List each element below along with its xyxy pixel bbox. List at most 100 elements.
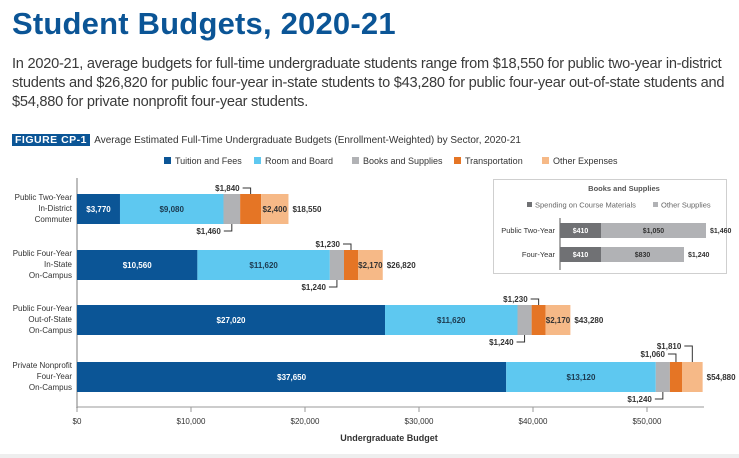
data-label-transportation: $1,060 <box>640 350 665 359</box>
inset-bar-segment-course_materials <box>560 223 601 238</box>
bar-segment-tuition <box>77 194 120 224</box>
legend-swatch-transportation <box>454 157 461 164</box>
inset-data-label-other_supplies: $1,050 <box>643 228 665 235</box>
inset-bar-segment-course_materials <box>560 247 601 262</box>
leader-line-books <box>328 280 338 288</box>
bar-segment-other <box>358 250 383 280</box>
leader-line-transportation <box>242 187 252 194</box>
leader-line-books <box>223 224 233 232</box>
data-label-books: $1,460 <box>196 227 221 236</box>
bar-segment-tuition <box>77 362 507 392</box>
axes: $0 $10,000 $20,000 $30,000 $40,000 $50,000 Und… <box>73 178 704 443</box>
category-label: Private Nonprofit <box>12 361 72 370</box>
legend-label-books: Books and Supplies <box>363 156 443 166</box>
page-description: In 2020-21, average budgets for full-tim… <box>12 56 725 110</box>
data-label-total: $54,880 <box>707 373 736 382</box>
leader-line-transportation <box>667 353 677 362</box>
bar-segment-tuition <box>77 250 198 280</box>
leader-line-other <box>684 345 693 362</box>
data-label-transportation: $1,230 <box>316 240 341 249</box>
data-label-room-board: $11,620 <box>249 261 278 270</box>
bar-segment-room_board <box>119 194 224 224</box>
x-tick-label: $10,000 <box>177 417 206 426</box>
data-label-tuition: $10,560 <box>123 261 152 270</box>
bar-segment-other <box>261 194 289 224</box>
inset-legend-swatch-other_supplies <box>653 202 658 207</box>
legend-swatch-books <box>352 157 359 164</box>
legend-swatch-room_board <box>254 157 261 164</box>
bar-segment-books <box>517 305 532 335</box>
category-label: On-Campus <box>29 383 72 392</box>
bar-segment-other <box>545 305 571 335</box>
inset-bar-segment-other_supplies <box>601 223 706 238</box>
bar-segment-other <box>681 362 703 392</box>
bar-segment-books <box>329 250 344 280</box>
data-label-transportation: $1,230 <box>503 295 528 304</box>
bar-segment-room_board <box>385 305 518 335</box>
leader-line-transportation <box>342 243 352 250</box>
data-label-other: $2,170 <box>358 261 383 270</box>
data-label-other: $2,170 <box>546 316 571 325</box>
inset-books-supplies: Books and Supplies Spending on Course Mat… <box>493 179 732 274</box>
bar-segment-room_board <box>506 362 656 392</box>
page-title: Student Budgets, 2020-21 <box>12 6 396 41</box>
leader-line-books <box>654 392 664 400</box>
category-label: Public Four-Year <box>13 304 73 313</box>
legend: Tuition and Fees Room and Board Books and … <box>164 156 618 166</box>
legend-label-tuition: Tuition and Fees <box>175 156 242 166</box>
inset-legend-label-other_supplies: Other Supplies <box>661 201 711 210</box>
figure-title: Average Estimated Full-Time Undergraduat… <box>94 135 521 146</box>
data-label-books: $1,240 <box>489 338 514 347</box>
figure-label: FIGURE CP-1 <box>12 134 91 146</box>
inset-data-label-total: $1,240 <box>688 252 710 259</box>
category-label: Public Four-Year <box>13 249 73 258</box>
legend-swatch-other <box>542 157 549 164</box>
category-label: On-Campus <box>29 326 72 335</box>
bar-segment-transportation <box>343 250 359 280</box>
legend-label-transportation: Transportation <box>465 156 523 166</box>
inset-data-label-other_supplies: $830 <box>635 252 651 259</box>
bar-segment-transportation <box>531 305 546 335</box>
inset-data-label-total: $1,460 <box>710 228 732 235</box>
data-label-tuition: $27,020 <box>217 316 246 325</box>
x-tick-label: $30,000 <box>405 417 434 426</box>
data-label-tuition: $37,650 <box>277 373 306 382</box>
x-tick-label: $0 <box>73 417 82 426</box>
inset-frame <box>493 179 727 274</box>
bar-segment-tuition <box>77 305 386 335</box>
inset-data-label-course_materials: $410 <box>573 252 589 259</box>
x-tick-label: $20,000 <box>291 417 320 426</box>
data-label-transportation: $1,840 <box>215 184 240 193</box>
category-label: In-State <box>44 260 73 269</box>
bar-segment-transportation <box>240 194 262 224</box>
x-axis-title: Undergraduate Budget <box>340 433 438 443</box>
inset-bar-segment-other_supplies <box>601 247 684 262</box>
data-label-books: $1,240 <box>301 283 326 292</box>
page-bottom-border <box>0 454 739 458</box>
bar-segment-room_board <box>197 250 330 280</box>
legend-swatch-tuition <box>164 157 171 164</box>
category-label: Out-of-State <box>28 315 72 324</box>
data-label-room-board: $13,120 <box>567 373 596 382</box>
bar-segment-books <box>223 194 241 224</box>
inset-title: Books and Supplies <box>588 184 660 193</box>
bar-segment-transportation <box>669 362 682 392</box>
data-label-total: $18,550 <box>292 205 321 214</box>
legend-label-other: Other Expenses <box>553 156 618 166</box>
inset-category-label: Public Two-Year <box>501 226 555 235</box>
category-label: Commuter <box>35 215 73 224</box>
category-label: Four-Year <box>37 372 73 381</box>
leader-line-transportation <box>530 298 540 305</box>
inset-legend-label-course_materials: Spending on Course Materials <box>535 201 636 210</box>
x-tick-label: $40,000 <box>519 417 548 426</box>
data-label-books: $1,240 <box>627 395 652 404</box>
data-label-room-board: $11,620 <box>437 316 466 325</box>
leader-line-books <box>516 335 526 343</box>
data-label-total: $26,820 <box>387 261 416 270</box>
category-label: Public Two-Year <box>15 193 73 202</box>
bar-segment-books <box>655 362 670 392</box>
category-label: In-District <box>38 204 73 213</box>
data-label-other: $1,810 <box>657 342 682 351</box>
bars: Public Two-Year In-District Commuter $3,770… <box>12 184 736 404</box>
data-label-other: $2,400 <box>263 205 288 214</box>
